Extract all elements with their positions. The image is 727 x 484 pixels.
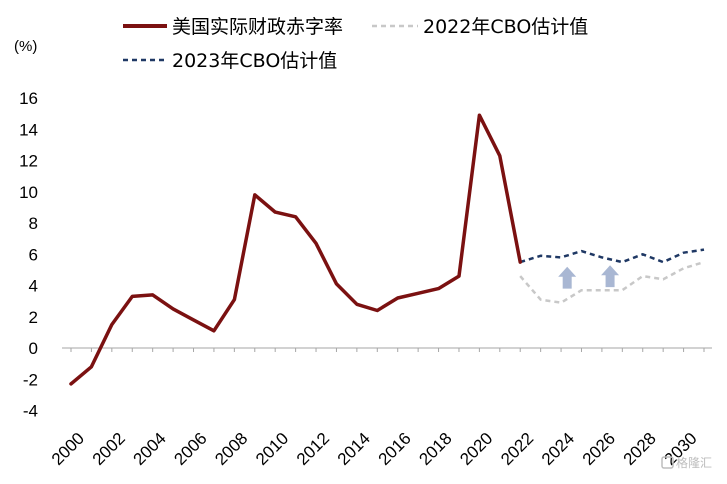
y-tick-label: 6 [29, 245, 38, 264]
x-tick-label: 2028 [620, 429, 660, 469]
x-tick-label: 2018 [415, 429, 455, 469]
x-tick-label: 2014 [334, 429, 374, 469]
y-tick-label: 2 [29, 308, 38, 327]
series-cbo-2022 [519, 260, 705, 304]
legend: 美国实际财政赤字率 2022年CBO估计值 2023年CBO估计值 [123, 16, 588, 72]
series-cbo-2023 [519, 248, 705, 264]
y-tick-label: -2 [23, 370, 38, 389]
y-axis: -4 -2 0 2 4 6 8 10 12 14 16 [19, 89, 38, 421]
x-axis: 2000 2002 2004 2006 2008 2010 2012 2014 2016 2018… [48, 347, 712, 469]
x-tick-label: 2020 [456, 429, 496, 469]
up-arrow-icon [558, 266, 577, 289]
y-tick-label: 10 [19, 183, 38, 202]
y-axis-unit-label: (%) [14, 38, 37, 55]
x-tick-label: 2002 [89, 429, 129, 469]
y-tick-label: 12 [19, 152, 38, 171]
watermark: 格隆汇 [661, 455, 712, 470]
x-tick-label: 2024 [538, 429, 578, 469]
y-tick-label: -4 [23, 402, 38, 421]
annotation-layer [558, 265, 620, 289]
y-tick-label: 16 [19, 89, 38, 108]
legend-label-cbo-2023: 2023年CBO估计值 [172, 50, 337, 72]
x-tick-label: 2010 [252, 429, 292, 469]
watermark-text: 格隆汇 [676, 455, 712, 470]
x-tick-label: 2016 [375, 429, 415, 469]
x-tick-label: 2008 [211, 429, 251, 469]
x-tick-label: 2012 [293, 429, 333, 469]
x-tick-label: 2006 [170, 429, 210, 469]
legend-label-cbo-2022: 2022年CBO估计值 [423, 16, 588, 38]
x-tick-label: 2004 [130, 429, 170, 469]
y-tick-label: 14 [19, 120, 38, 139]
legend-label-actual-deficit: 美国实际财政赤字率 [172, 16, 343, 38]
x-tick-label: 2022 [497, 429, 537, 469]
up-arrow-icon [601, 265, 620, 288]
x-tick-label: 2026 [579, 429, 619, 469]
x-tick-label: 2000 [48, 429, 88, 469]
y-tick-label: 8 [29, 214, 38, 233]
y-tick-label: 0 [29, 339, 38, 358]
series-layer [69, 113, 705, 386]
y-tick-label: 4 [29, 277, 38, 296]
series-actual-deficit [69, 113, 522, 386]
logo-icon [661, 456, 674, 469]
